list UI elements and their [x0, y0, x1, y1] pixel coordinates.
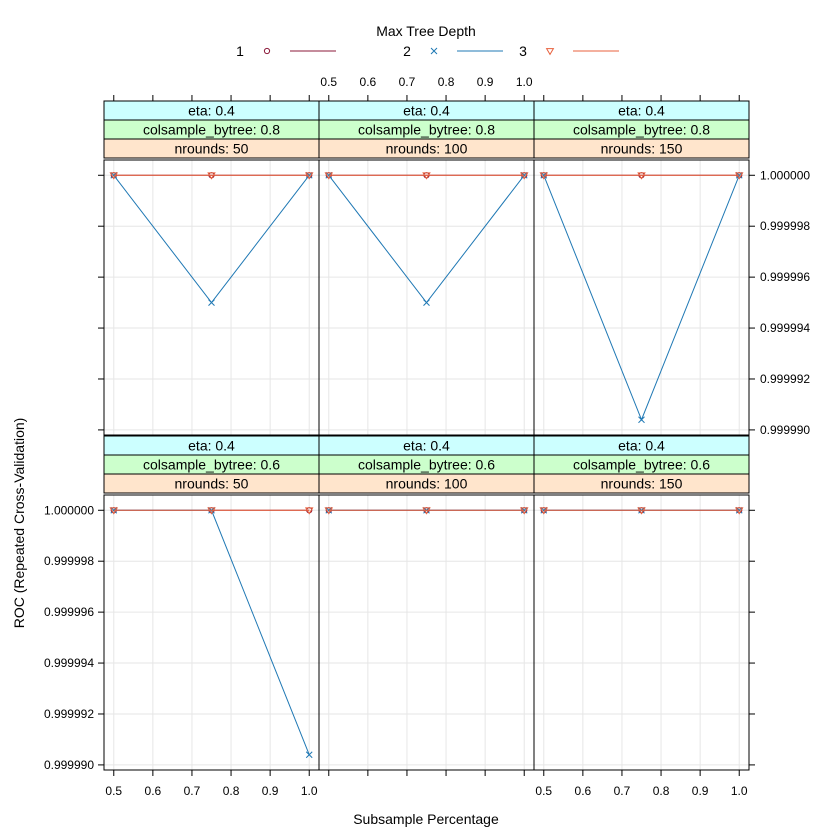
strip-label: eta: 0.4 [618, 103, 665, 119]
y-tick-label: 0.999992 [760, 372, 810, 386]
x-tick-label: 0.9 [477, 75, 494, 89]
y-tick-label: 0.999998 [44, 554, 94, 568]
panel-border [533, 159, 750, 436]
x-tick-label: 1.0 [516, 75, 533, 89]
strip-label: eta: 0.4 [618, 438, 665, 454]
panel: eta: 0.4 colsample_bytree: 0.6 nrounds: 15… [533, 435, 750, 771]
x-tick-label: 0.9 [692, 784, 709, 798]
panel-border [318, 494, 535, 771]
strip-label: colsample_bytree: 0.8 [358, 122, 495, 138]
data-point [422, 172, 431, 180]
legend-title: Max Tree Depth [376, 23, 476, 39]
data-point [519, 507, 529, 515]
panel-border [103, 494, 320, 771]
strip-label: eta: 0.4 [403, 103, 450, 119]
x-tick-label: 0.5 [320, 75, 337, 89]
x-tick-label: 0.5 [535, 784, 552, 798]
strip-label: colsample_bytree: 0.6 [143, 457, 280, 473]
y-tick-label: 0.999996 [760, 270, 810, 284]
legend-label: 2 [403, 43, 411, 59]
data-point [519, 172, 529, 180]
series-line [113, 174, 310, 304]
data-point [637, 507, 646, 515]
panel: eta: 0.4 colsample_bytree: 0.6 nrounds: 50 [103, 435, 320, 771]
x-tick-label: 0.7 [614, 784, 631, 798]
data-point [638, 416, 645, 424]
strip-label: eta: 0.4 [188, 103, 235, 119]
strip-label: eta: 0.4 [403, 438, 450, 454]
strip-label: nrounds: 150 [601, 141, 683, 157]
legend-marker [545, 48, 555, 56]
data-point [109, 507, 119, 515]
y-axis-label: ROC (Repeated Cross-Validation) [11, 418, 27, 629]
x-tick-label: 0.7 [184, 784, 201, 798]
legend-marker [263, 47, 271, 55]
series-line [113, 509, 310, 755]
strip [533, 473, 750, 494]
data-point [324, 507, 334, 515]
panel-border [533, 494, 750, 771]
data-point [207, 507, 216, 515]
x-tick-label: 1.0 [301, 784, 318, 798]
data-point [422, 507, 431, 515]
data-point [207, 172, 216, 180]
data-point [637, 172, 646, 180]
y-tick-label: 0.999990 [44, 758, 94, 772]
x-tick-label: 0.6 [145, 784, 162, 798]
strip-label: colsample_bytree: 0.8 [143, 122, 280, 138]
panel: eta: 0.4 colsample_bytree: 0.8 nrounds: 15… [533, 100, 750, 436]
y-tick-label: 0.999998 [760, 219, 810, 233]
data-point [539, 172, 549, 180]
x-axis-label: Subsample Percentage [353, 811, 499, 827]
x-tick-label: 0.8 [653, 784, 670, 798]
data-point [208, 299, 215, 306]
strip [533, 138, 750, 159]
y-tick-label: 1.000000 [760, 168, 810, 182]
strip-label: eta: 0.4 [188, 438, 235, 454]
panel: eta: 0.4 colsample_bytree: 0.8 nrounds: 10… [318, 100, 535, 436]
legend-label: 3 [519, 43, 527, 59]
strip-label: nrounds: 150 [601, 476, 683, 492]
strip-label: nrounds: 100 [386, 141, 468, 157]
strip-label: colsample_bytree: 0.8 [573, 122, 710, 138]
y-tick-label: 0.999994 [760, 321, 810, 335]
x-tick-label: 0.6 [360, 75, 377, 89]
y-tick-label: 0.999996 [44, 605, 94, 619]
data-point [304, 507, 314, 515]
data-point [734, 172, 744, 180]
strip-label: nrounds: 50 [175, 476, 249, 492]
x-tick-label: 0.9 [262, 784, 279, 798]
panel-border [103, 159, 320, 436]
data-point [109, 172, 119, 180]
x-tick-label: 0.7 [399, 75, 416, 89]
legend-marker [430, 47, 438, 55]
series-line [543, 175, 740, 422]
data-point [423, 299, 430, 306]
x-tick-label: 0.8 [223, 784, 240, 798]
y-tick-label: 0.999994 [44, 656, 94, 670]
strip-label: colsample_bytree: 0.6 [358, 457, 495, 473]
y-tick-label: 1.000000 [44, 503, 94, 517]
data-point [304, 172, 314, 180]
x-tick-label: 0.5 [105, 784, 122, 798]
x-tick-label: 1.0 [731, 784, 748, 798]
data-point [324, 172, 334, 180]
data-point [539, 507, 549, 515]
strip-label: nrounds: 50 [175, 141, 249, 157]
x-tick-label: 0.6 [575, 784, 592, 798]
y-tick-label: 0.999990 [760, 423, 810, 437]
x-tick-label: 0.8 [438, 75, 455, 89]
panel: eta: 0.4 colsample_bytree: 0.8 nrounds: 50 [103, 100, 320, 436]
y-tick-label: 0.999992 [44, 707, 94, 721]
panel-border [318, 159, 535, 436]
strip-label: colsample_bytree: 0.6 [573, 457, 710, 473]
plot-area: eta: 0.4 colsample_bytree: 0.8 nrounds: 50… [44, 43, 810, 798]
strip-label: nrounds: 100 [386, 476, 468, 492]
data-point [305, 751, 313, 759]
series-line [328, 174, 525, 304]
data-point [734, 507, 744, 515]
panel: eta: 0.4 colsample_bytree: 0.6 nrounds: 10… [318, 435, 535, 771]
legend-label: 1 [236, 43, 244, 59]
